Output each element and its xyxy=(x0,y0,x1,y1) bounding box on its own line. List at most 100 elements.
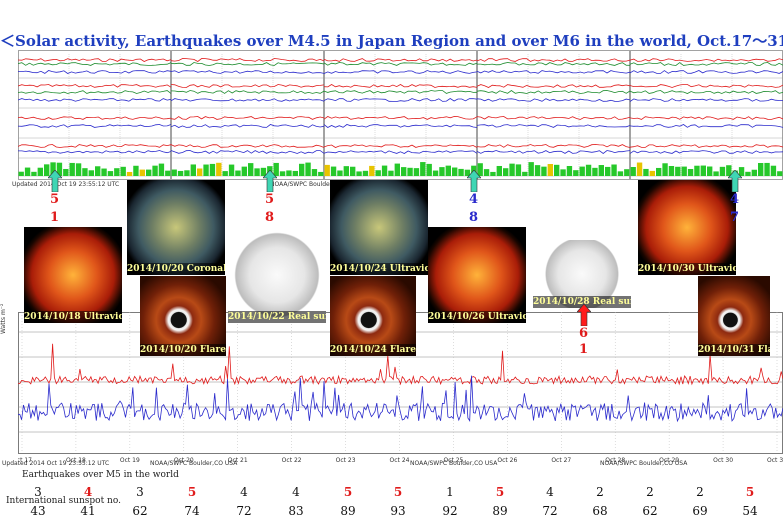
top-panel-trace xyxy=(629,58,783,62)
top-panel-trace xyxy=(170,98,325,102)
kp-bar xyxy=(694,165,700,176)
kp-bar xyxy=(286,170,292,176)
kp-bar xyxy=(120,166,126,176)
kp-bar xyxy=(700,165,706,176)
top-panel-trace xyxy=(18,98,172,102)
xray-tick-label: Oct 30 xyxy=(713,457,733,464)
teal-arrow-icon xyxy=(48,170,62,192)
kp-bar xyxy=(197,168,203,176)
kp-bar xyxy=(216,162,222,176)
top-panel-trace xyxy=(629,70,783,74)
kp-bar xyxy=(624,169,630,176)
xray-tick-label: Oct 23 xyxy=(336,457,356,464)
solar-image-caption: 2014/10/26 Ultraviolet xyxy=(428,311,526,323)
kp-bar xyxy=(18,171,24,176)
kp-bar xyxy=(630,167,636,176)
kp-bar xyxy=(477,163,483,176)
teal-arrow-icon xyxy=(263,170,277,192)
kp-bar xyxy=(413,168,420,176)
top-panel-frame xyxy=(171,50,324,180)
kp-bar xyxy=(75,163,82,176)
top-panel-frame xyxy=(324,50,477,180)
kp-bar xyxy=(311,169,318,176)
kp-bar xyxy=(713,171,719,176)
top-panel-trace xyxy=(18,58,172,62)
kp-bar xyxy=(158,163,165,176)
y-axis-label: Watts m⁻² xyxy=(0,303,7,334)
sunspot-count: 69 xyxy=(692,504,708,518)
kp-bar xyxy=(324,164,330,176)
solar-image-caption: 2014/10/24 Flare xyxy=(330,344,416,356)
top-panel-trace xyxy=(629,84,783,88)
solar-image-caption: 2014/10/24 Ultraviolet xyxy=(330,263,428,275)
mid-source-1: NOAA/SWPC Boulder,CO USA xyxy=(150,460,238,467)
kp-bar xyxy=(56,162,63,176)
kp-bar xyxy=(458,168,464,176)
kp-bar xyxy=(605,166,611,176)
kp-bar xyxy=(228,164,235,176)
kp-bar xyxy=(407,167,413,176)
kp-bar xyxy=(668,166,675,176)
top-panel-trace xyxy=(629,124,783,128)
earthquake-count: 1 xyxy=(446,485,454,499)
kp-bar xyxy=(152,165,158,176)
solar-image: 2014/10/26 Ultraviolet xyxy=(428,227,526,323)
kp-bar xyxy=(503,168,509,176)
top-panel-trace xyxy=(476,116,631,120)
kp-bar xyxy=(426,163,432,176)
xray-tick-label: Oct 29 xyxy=(659,457,679,464)
kp-bar xyxy=(764,162,770,176)
kp-bar xyxy=(31,171,37,176)
kp-bar xyxy=(534,165,541,176)
solar-image: 2014/10/20 Coronal hole xyxy=(127,180,225,275)
kp-bar xyxy=(751,169,757,176)
marker-bottom-number: 1 xyxy=(50,210,60,225)
earthquake-count: 4 xyxy=(83,485,93,499)
kp-bar xyxy=(241,166,247,176)
marker-bottom-number: 8 xyxy=(265,210,275,225)
top-panel-trace xyxy=(323,70,478,74)
top-panel-trace xyxy=(170,144,325,148)
kp-bar xyxy=(687,168,694,176)
marker-top-number: 6 xyxy=(579,326,589,341)
page-title: ＜Solar activity, Earthquakes over M4.5 i… xyxy=(0,32,783,50)
xray-tick-label: Oct 19 xyxy=(120,457,140,464)
kp-bar xyxy=(381,165,388,176)
top-panel-trace xyxy=(18,116,172,120)
top-panel-trace xyxy=(323,98,478,102)
xray-tick-label: Oct 26 xyxy=(497,457,517,464)
kp-bar xyxy=(566,165,573,176)
top-updated-label: Updated 2014 Oct 19 23:55:12 UTC xyxy=(12,181,120,188)
kp-bar xyxy=(44,164,50,176)
solar-image-caption: 2014/10/28 Real sunspot xyxy=(533,296,631,308)
kp-bar xyxy=(592,167,598,176)
sunspot-count: 54 xyxy=(742,504,758,518)
kp-bar xyxy=(350,166,356,176)
sunspot-count: 68 xyxy=(592,504,608,518)
kp-bar xyxy=(675,166,681,176)
kp-bar xyxy=(432,170,439,176)
top-panel-trace xyxy=(170,62,325,66)
kp-bar xyxy=(362,170,369,176)
solar-image: 2014/10/30 Ultraviolet xyxy=(638,180,736,275)
kp-bar xyxy=(318,171,324,176)
earthquake-count: 2 xyxy=(596,485,604,499)
sunspot-count: 89 xyxy=(492,504,508,518)
top-source-label: NOAA/SWPC Boulder, CO USA xyxy=(270,181,360,188)
kp-bar xyxy=(738,167,745,176)
top-panel-trace xyxy=(629,116,783,120)
xray-short-trace xyxy=(18,375,783,423)
red-arrow-icon xyxy=(577,304,591,326)
kp-bar xyxy=(254,168,260,176)
solar-image-caption: 2014/10/31 Flare xyxy=(698,344,770,356)
sunspot-row-label: International sunspot no. xyxy=(6,496,121,506)
top-panel-trace xyxy=(476,84,631,88)
solar-image: 2014/10/22 Real sunspot xyxy=(228,227,326,323)
sunspot-count: 83 xyxy=(288,504,304,518)
solar-image-caption: 2014/10/20 Flare xyxy=(140,344,226,356)
kp-bar xyxy=(515,164,522,176)
kp-bar xyxy=(541,166,547,176)
kp-bar xyxy=(452,167,458,176)
top-panel-trace xyxy=(18,124,172,128)
sunspot-count: 43 xyxy=(30,504,46,518)
